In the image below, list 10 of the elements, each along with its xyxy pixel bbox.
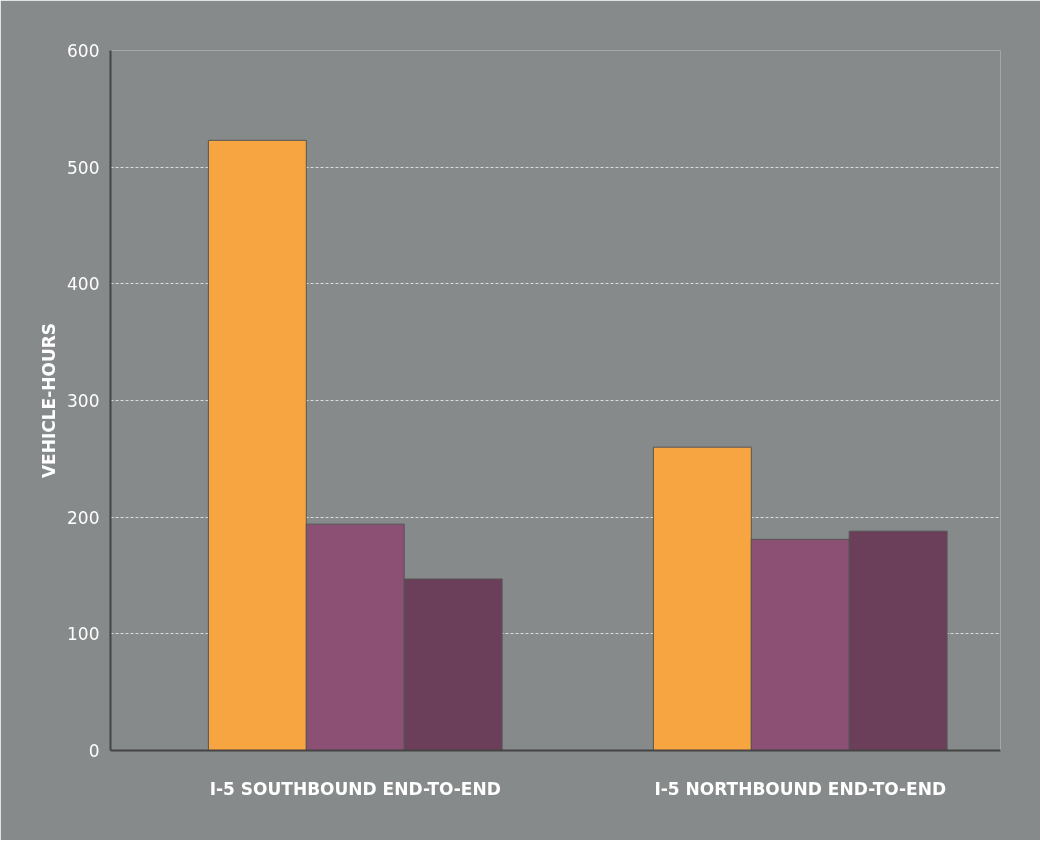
y-tick-label: 200 xyxy=(67,507,100,528)
y-tick-label: 300 xyxy=(67,391,100,411)
y-tick-label: 600 xyxy=(67,41,100,61)
y-tick-label: 0 xyxy=(88,741,100,761)
y-tick-label: 400 xyxy=(67,274,100,295)
x-tick-label: I-5 NORTHBOUND END-TO-END xyxy=(654,778,947,799)
y-axis-title: VEHICLE-HOURS xyxy=(39,322,60,479)
y-tick-label: 500 xyxy=(67,157,100,178)
y-tick-label: 100 xyxy=(67,624,100,645)
x-tick-label: I-5 SOUTHBOUND END-TO-END xyxy=(209,778,501,799)
